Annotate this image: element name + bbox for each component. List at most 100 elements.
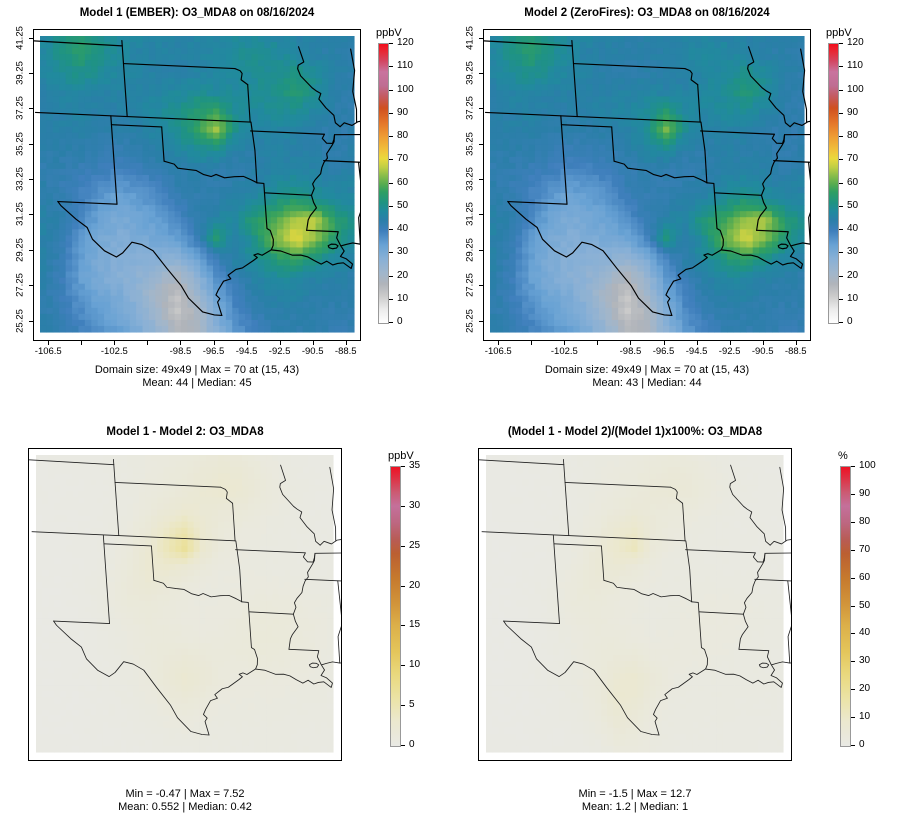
stats-model2-line2: Mean: 43 | Median: 44 <box>592 377 702 389</box>
colorbar-tick <box>839 205 843 207</box>
x-axis-tick-label: -106.5 <box>484 346 512 357</box>
colorbar-tick <box>839 66 843 68</box>
x-axis-tick <box>114 341 116 345</box>
x-axis-tick-label: -102.5 <box>100 346 128 357</box>
map-panel-model2 <box>483 29 811 341</box>
colorbar-tick-label: 5 <box>409 699 415 711</box>
stats-percent-difference-line2: Mean: 1.2 | Median: 1 <box>581 801 689 813</box>
y-axis-tick-label: 25.25 <box>464 308 476 333</box>
colorbar-tick-label: 20 <box>847 269 859 281</box>
colorbar-tick <box>839 43 843 44</box>
colorbar-tick-label: 60 <box>397 176 409 188</box>
colorbar-tick <box>389 159 393 161</box>
colorbar-tick-label: 80 <box>397 130 409 141</box>
colorbar-tick-label: 60 <box>859 571 871 583</box>
y-axis-tick-label: 31.25 <box>14 202 26 227</box>
colorbar-model1 <box>378 43 389 324</box>
x-axis-tick <box>564 341 566 345</box>
x-axis-tick <box>762 341 764 345</box>
x-axis-tick <box>531 341 533 345</box>
colorbar-tick-label: 100 <box>859 460 876 471</box>
colorbar-model2 <box>828 43 839 324</box>
x-axis-tick-label: -98.5 <box>619 346 642 357</box>
x-axis-tick <box>213 341 215 345</box>
colorbar-tick-label: 10 <box>847 292 859 304</box>
colorbar-unit-difference: ppbV <box>388 450 414 462</box>
map-panel-difference <box>28 448 342 761</box>
colorbar-tick <box>839 322 843 323</box>
x-axis-tick <box>597 341 599 345</box>
colorbar-tick <box>839 275 843 277</box>
y-axis-tick <box>479 37 483 39</box>
colorbar-tick-label: 80 <box>847 130 859 141</box>
colorbar-tick <box>389 89 393 91</box>
y-axis-tick-label: 33.25 <box>464 167 476 192</box>
stats-model1: Domain size: 49x49 | Max = 70 at (15, 43… <box>27 364 367 390</box>
map-canvas-percent-difference <box>479 449 791 760</box>
colorbar-tick-label: 120 <box>397 37 414 48</box>
map-panel-percent-difference <box>478 448 792 761</box>
colorbar-percent-difference <box>840 466 851 747</box>
colorbar-tick-label: 100 <box>397 83 414 95</box>
colorbar-tick-label: 20 <box>859 683 871 695</box>
map-canvas-difference <box>29 449 341 760</box>
colorbar-tick-label: 30 <box>397 246 409 258</box>
colorbar-tick-label: 20 <box>409 579 421 591</box>
stats-difference: Min = -0.47 | Max = 7.52 Mean: 0.552 | M… <box>15 788 355 814</box>
x-axis-tick <box>81 341 83 345</box>
y-axis-tick <box>479 249 483 251</box>
panel-title-model1: Model 1 (EMBER): O3_MDA8 on 08/16/2024 <box>79 7 315 19</box>
colorbar-tick <box>839 159 843 161</box>
y-axis-tick <box>479 143 483 145</box>
x-axis-tick <box>312 341 314 345</box>
colorbar-tick <box>839 112 843 114</box>
colorbar-tick-label: 70 <box>847 153 859 165</box>
colorbar-tick-label: 110 <box>397 60 413 72</box>
colorbar-tick-label: 20 <box>397 269 409 281</box>
y-axis-tick-label: 27.25 <box>14 273 26 298</box>
colorbar-tick-label: 90 <box>847 106 859 118</box>
y-axis-tick <box>479 73 483 75</box>
colorbar-tick <box>851 577 855 579</box>
colorbar-tick-label: 80 <box>859 515 871 527</box>
y-axis-tick <box>29 285 33 287</box>
colorbar-tick <box>839 89 843 91</box>
colorbar-tick <box>851 466 855 467</box>
colorbar-tick <box>401 505 405 507</box>
colorbar-tick <box>851 521 855 523</box>
colorbar-tick <box>401 585 405 587</box>
x-axis-tick-label: -88.5 <box>784 346 807 357</box>
panel-title-model2: Model 2 (ZeroFires): O3_MDA8 on 08/16/20… <box>524 7 770 19</box>
colorbar-tick-label: 50 <box>847 199 859 211</box>
colorbar-tick <box>851 661 855 663</box>
map-panel-model1 <box>33 29 361 341</box>
y-axis-tick-label: 39.25 <box>14 61 26 85</box>
colorbar-tick <box>851 493 855 495</box>
y-axis-tick-label: 39.25 <box>464 61 476 85</box>
colorbar-unit-model2: ppbV <box>826 27 852 39</box>
colorbar-tick <box>851 633 855 635</box>
colorbar-tick <box>401 665 405 667</box>
colorbar-tick <box>389 298 393 300</box>
colorbar-tick <box>851 549 855 551</box>
colorbar-tick <box>839 229 843 230</box>
x-axis-tick <box>180 341 182 345</box>
colorbar-tick-label: 25 <box>409 539 421 551</box>
colorbar-tick <box>389 43 393 44</box>
x-axis-tick <box>696 341 698 345</box>
colorbar-tick-label: 90 <box>859 487 871 499</box>
stats-difference-line1: Min = -0.47 | Max = 7.52 <box>125 788 245 800</box>
colorbar-tick-label: 30 <box>859 655 871 667</box>
stats-percent-difference-line1: Min = -1.5 | Max = 12.7 <box>578 788 692 800</box>
y-axis-tick <box>29 143 33 145</box>
colorbar-tick <box>851 717 855 719</box>
y-axis-tick-label: 25.25 <box>14 308 26 333</box>
colorbar-tick-label: 35 <box>409 460 421 471</box>
x-axis-tick <box>663 341 665 345</box>
colorbar-tick-label: 30 <box>409 499 421 511</box>
y-axis-tick <box>29 108 33 110</box>
map-canvas-model2 <box>484 30 810 340</box>
colorbar-tick-label: 15 <box>409 619 421 631</box>
colorbar-tick-label: 60 <box>847 176 859 188</box>
y-axis-tick <box>29 37 33 39</box>
